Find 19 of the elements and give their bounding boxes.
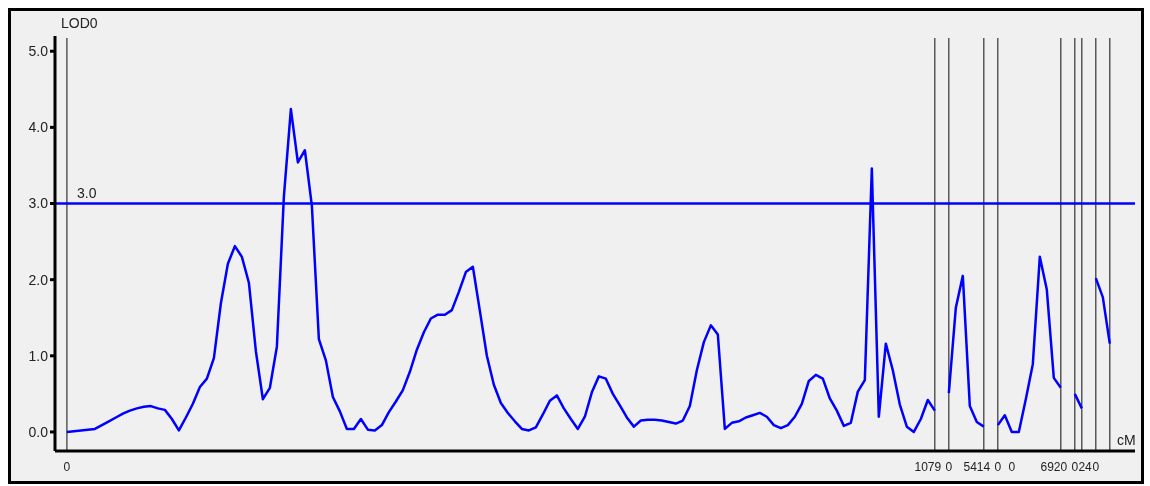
y-tick-label: 1.0 [28, 347, 49, 364]
x-tick-label: 1079 [914, 460, 942, 474]
x-tick-label: 0 [1092, 460, 1100, 474]
x-tick-label: 0 [994, 460, 1002, 474]
y-tick-label: 4.0 [28, 119, 49, 136]
x-tick-label: 24 [1078, 460, 1093, 474]
x-tick-label: 0 [1071, 460, 1079, 474]
x-tick-label: 0 [945, 460, 953, 474]
ref-line-label: 3.0 [77, 184, 97, 201]
x-tick-label: 0 [1008, 460, 1016, 474]
x-tick-label: 6920 [1040, 460, 1068, 474]
x-axis-title: cM [1117, 432, 1136, 448]
y-tick-label: 0.0 [28, 423, 49, 440]
y-tick-label: 3.0 [28, 195, 49, 212]
x-tick-label: 0 [63, 460, 71, 474]
y-axis-title: LOD0 [61, 15, 98, 31]
y-tick-label: 2.0 [28, 271, 49, 288]
y-tick-label: 5.0 [28, 43, 49, 60]
x-tick-label: 5414 [963, 460, 991, 474]
